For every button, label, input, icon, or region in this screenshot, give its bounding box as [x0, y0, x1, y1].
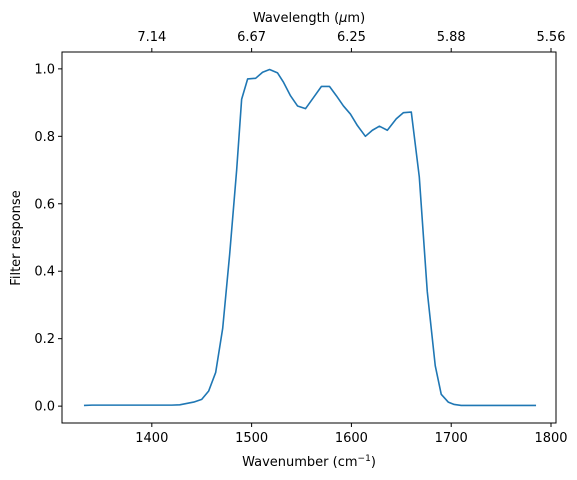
x-tick-label: 1700 [435, 431, 468, 446]
x-axis-top: 7.14 6.67 6.25 5.88 5.56 [137, 30, 565, 52]
plot-area [83, 68, 537, 407]
y-tick-label: 0.8 [34, 130, 55, 145]
top-tick-label: 5.56 [537, 30, 566, 45]
y-tick-label: 0.2 [34, 332, 55, 347]
top-tick-label: 6.25 [337, 30, 366, 45]
y-tick-label: 0.4 [34, 265, 55, 280]
x-tick-label: 1400 [135, 431, 168, 446]
x-axis-bottom: 1400 1500 1600 1700 1800 [135, 423, 568, 446]
top-axis-title-end: m) [347, 11, 365, 26]
y-tick-label: 1.0 [34, 62, 55, 77]
plot-frame [61, 51, 557, 424]
x-axis-title-superscript: −1 [358, 454, 371, 464]
top-axis-title: Wavelength (μm) [253, 11, 365, 26]
y-tick-label: 0.0 [34, 400, 55, 415]
x-axis-title-text: Wavenumber (cm [242, 455, 357, 470]
y-tick-label: 0.6 [34, 197, 55, 212]
series-line [83, 68, 537, 407]
top-tick-label: 7.14 [137, 30, 166, 45]
top-tick-label: 5.88 [437, 30, 466, 45]
x-axis-title-end: ) [371, 455, 376, 470]
top-axis-title-mu: μ [338, 11, 347, 26]
top-axis-title-text: Wavelength ( [253, 11, 339, 26]
x-tick-label: 1500 [235, 431, 268, 446]
x-tick-label: 1600 [335, 431, 368, 446]
x-axis-title: Wavenumber (cm−1) [242, 454, 376, 470]
x-tick-label: 1800 [534, 431, 567, 446]
top-tick-label: 6.67 [237, 30, 266, 45]
y-axis: 0.0 0.2 0.4 0.6 0.8 1.0 [34, 62, 62, 415]
y-axis-title: Filter response [9, 190, 24, 285]
